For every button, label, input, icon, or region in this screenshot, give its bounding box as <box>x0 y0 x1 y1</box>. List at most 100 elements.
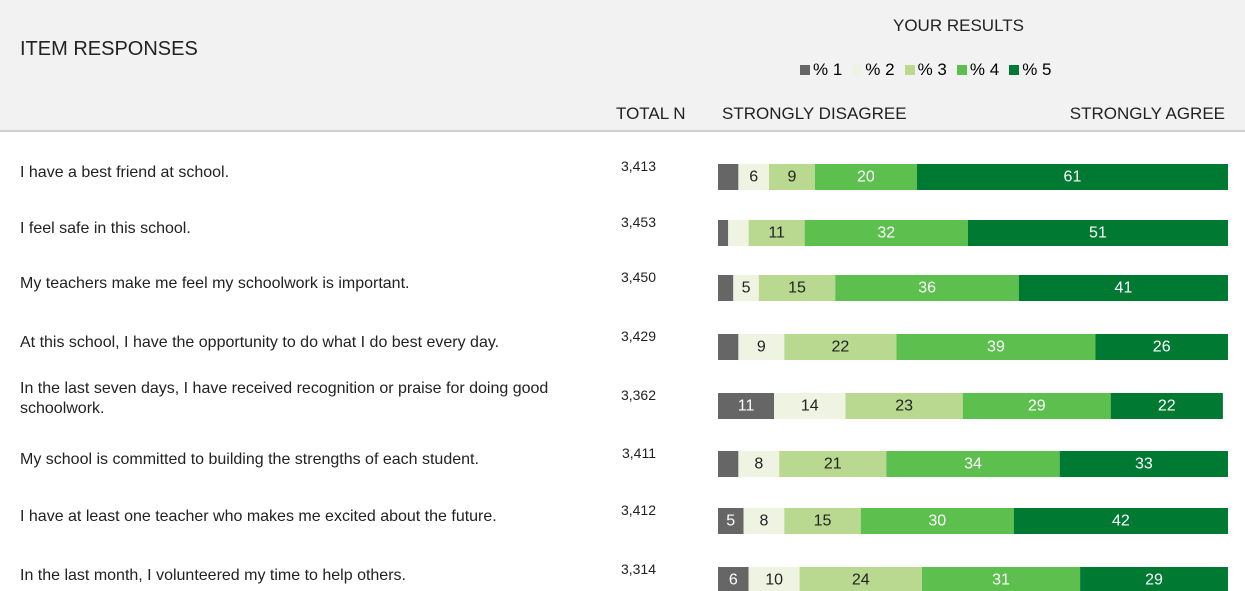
bar-segment <box>718 451 739 477</box>
total-header: TOTAL N <box>616 104 686 123</box>
header <box>0 0 1245 132</box>
bar-segment <box>804 220 968 246</box>
data-label: 41 <box>1115 280 1133 297</box>
bar-segment <box>758 275 836 301</box>
bar-segment <box>896 334 1096 360</box>
data-label: 20 <box>857 169 875 186</box>
legend-item: % 5 <box>1009 60 1051 80</box>
bar-segment <box>728 220 749 246</box>
bar-segment <box>845 393 963 419</box>
bar-segment <box>967 220 1228 246</box>
bar-segment <box>1080 567 1228 591</box>
bar-segment <box>769 164 815 190</box>
data-label: 8 <box>759 513 768 530</box>
bar-segment <box>835 275 1019 301</box>
data-label: 29 <box>1145 572 1163 589</box>
legend-swatch <box>800 65 810 75</box>
bar-segment <box>718 220 729 246</box>
total-n: 3,450 <box>620 269 656 285</box>
scale-left: STRONGLY DISAGREE <box>722 104 907 123</box>
data-label: 32 <box>877 225 895 242</box>
total-n: 3,362 <box>620 387 656 403</box>
legend: % 1 % 2 % 3 % 4 % 5 <box>800 60 1061 80</box>
data-label: 10 <box>765 572 783 589</box>
item-text: I feel safe in this school. <box>20 220 191 237</box>
bar-segment <box>718 334 739 360</box>
bar-segment <box>962 393 1111 419</box>
data-label: 22 <box>832 339 850 356</box>
data-label: 11 <box>738 398 755 415</box>
bar-segment <box>774 393 846 419</box>
bar-segment <box>718 567 749 591</box>
data-label: 21 <box>824 456 842 473</box>
data-label: 11 <box>768 225 785 242</box>
data-label: 15 <box>788 280 806 297</box>
bar-segment <box>718 275 734 301</box>
item-text: My school is committed to building the s… <box>20 451 479 468</box>
total-n: 3,411 <box>622 445 656 461</box>
item-text: I have a best friend at school. <box>20 164 230 181</box>
bar-segment <box>748 220 805 246</box>
bar-segment <box>779 451 887 477</box>
data-label: 26 <box>1153 339 1171 356</box>
bar-segment <box>1095 334 1228 360</box>
bar-segment <box>718 393 775 419</box>
legend-item: % 4 <box>956 60 1000 80</box>
bar-segment <box>1110 393 1223 419</box>
data-label: 14 <box>801 398 819 415</box>
item-text: In the last seven days, I have received … <box>20 380 549 417</box>
total-n: 3,412 <box>620 502 656 518</box>
bar-segment <box>748 567 800 591</box>
data-label: 29 <box>1028 398 1046 415</box>
legend-label: % 4 <box>969 60 1000 79</box>
data-label: 9 <box>757 339 766 356</box>
bar-segment <box>738 334 785 360</box>
bar-segment <box>718 164 739 190</box>
data-label: 22 <box>1158 398 1176 415</box>
legend-title: YOUR RESULTS <box>893 16 1024 35</box>
data-label: 39 <box>987 339 1005 356</box>
total-n: 3,413 <box>620 158 656 174</box>
legend-item: % 3 <box>904 60 947 80</box>
bar-segment <box>743 508 785 534</box>
data-label: 34 <box>964 456 982 473</box>
legend-label: % 2 <box>865 60 895 79</box>
data-label: 33 <box>1135 456 1153 473</box>
bar-segment <box>886 451 1060 477</box>
total-n: 3,314 <box>620 561 656 577</box>
bar-segment <box>738 164 769 190</box>
data-label: 6 <box>749 169 758 186</box>
bar-segment <box>738 451 780 477</box>
bar-segment <box>799 567 922 591</box>
legend-swatch <box>956 65 967 75</box>
data-label: 51 <box>1089 225 1107 242</box>
legend-item: % 1 <box>800 60 842 80</box>
item-text: In the last month, I volunteered my time… <box>20 567 406 584</box>
data-label: 61 <box>1064 169 1082 186</box>
bar-segment <box>1013 508 1228 534</box>
data-label: 6 <box>729 572 738 589</box>
bar-segment <box>784 508 861 534</box>
data-label: 36 <box>918 280 936 297</box>
bar-segment <box>784 334 897 360</box>
data-label: 9 <box>787 169 796 186</box>
legend-swatch <box>852 65 863 75</box>
legend-item: % 2 <box>852 60 895 80</box>
legend-label: % 3 <box>917 60 947 79</box>
total-n: 3,453 <box>620 214 656 230</box>
data-label: 42 <box>1112 513 1130 530</box>
bar-segment <box>922 567 1081 591</box>
data-label: 24 <box>852 572 870 589</box>
bar-segment <box>1059 451 1228 477</box>
data-label: 30 <box>928 513 946 530</box>
bar-segment <box>718 508 744 534</box>
legend-swatch <box>904 65 915 75</box>
data-label: 23 <box>895 398 913 415</box>
data-label: 31 <box>992 572 1010 589</box>
item-text: My teachers make me feel my schoolwork i… <box>20 275 410 292</box>
item-text: I have at least one teacher who makes me… <box>20 508 497 525</box>
bar-segment <box>916 164 1228 190</box>
data-label: 8 <box>754 456 763 473</box>
title: ITEM RESPONSES <box>20 38 198 60</box>
